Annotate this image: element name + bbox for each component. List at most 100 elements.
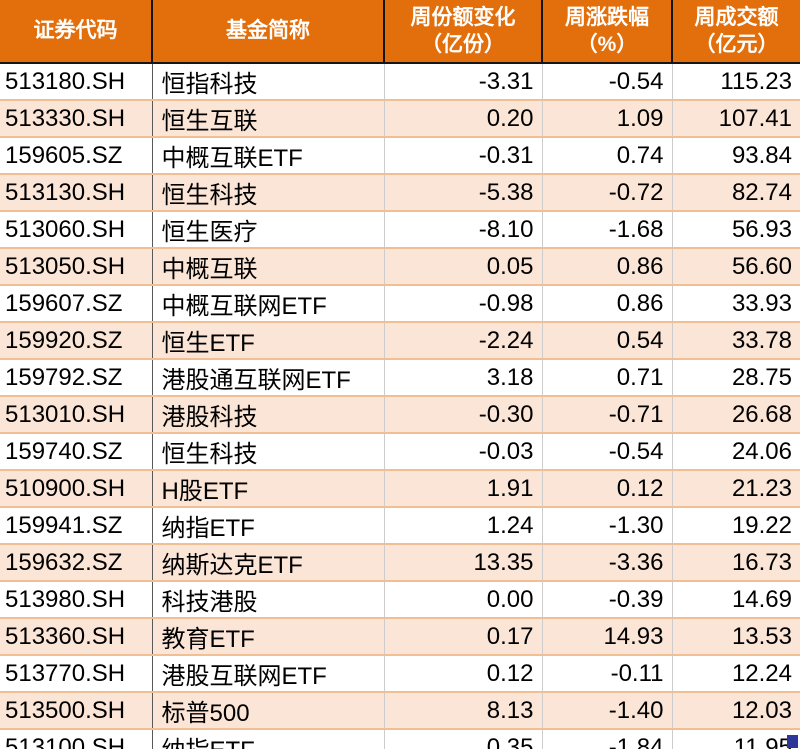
cell-fund-name[interactable]: 中概互联: [152, 248, 385, 286]
cell-change-pct[interactable]: -1.30: [542, 507, 673, 545]
cell-turnover[interactable]: 26.68: [672, 396, 800, 434]
cell-turnover[interactable]: 107.41: [672, 100, 800, 138]
cell-code[interactable]: 159605.SZ: [0, 137, 153, 175]
cell-fund-name[interactable]: 港股互联网ETF: [152, 655, 385, 693]
cell-change-pct[interactable]: -1.68: [542, 211, 673, 249]
cell-code[interactable]: 513060.SH: [0, 211, 153, 249]
table-row[interactable]: 159605.SZ 中概互联ETF -0.31 0.74 93.84: [0, 137, 800, 175]
cell-share-change[interactable]: 0.05: [384, 248, 543, 286]
cell-turnover[interactable]: 82.74: [672, 174, 800, 212]
cell-code[interactable]: 513010.SH: [0, 396, 153, 434]
cell-share-change[interactable]: -2.24: [384, 322, 543, 360]
cell-fund-name[interactable]: 中概互联ETF: [152, 137, 385, 175]
cell-share-change[interactable]: -8.10: [384, 211, 543, 249]
cell-share-change[interactable]: -0.98: [384, 285, 543, 323]
cell-code[interactable]: 159632.SZ: [0, 544, 153, 582]
cell-change-pct[interactable]: -0.71: [542, 396, 673, 434]
table-row[interactable]: 159792.SZ 港股通互联网ETF 3.18 0.71 28.75: [0, 359, 800, 397]
cell-fund-name[interactable]: 纳指ETF: [152, 507, 385, 545]
cell-share-change[interactable]: -0.30: [384, 396, 543, 434]
table-row[interactable]: 513770.SH 港股互联网ETF 0.12 -0.11 12.24: [0, 655, 800, 693]
cell-change-pct[interactable]: 14.93: [542, 618, 673, 656]
cell-code[interactable]: 513360.SH: [0, 618, 153, 656]
cell-fund-name[interactable]: 恒生ETF: [152, 322, 385, 360]
table-row[interactable]: 159607.SZ 中概互联网ETF -0.98 0.86 33.93: [0, 285, 800, 323]
cell-change-pct[interactable]: -3.36: [542, 544, 673, 582]
cell-share-change[interactable]: 0.35: [384, 729, 543, 749]
cell-fund-name[interactable]: H股ETF: [152, 470, 385, 508]
cell-turnover[interactable]: 24.06: [672, 433, 800, 471]
table-row[interactable]: 159632.SZ 纳斯达克ETF 13.35 -3.36 16.73: [0, 544, 800, 582]
cell-change-pct[interactable]: -1.40: [542, 692, 673, 730]
cell-turnover[interactable]: 33.93: [672, 285, 800, 323]
cell-share-change[interactable]: 3.18: [384, 359, 543, 397]
cell-change-pct[interactable]: -0.54: [542, 63, 673, 101]
table-row[interactable]: 513100.SH 纳指ETF 0.35 -1.84 11.95: [0, 729, 800, 749]
cell-fund-name[interactable]: 纳斯达克ETF: [152, 544, 385, 582]
cell-change-pct[interactable]: -0.11: [542, 655, 673, 693]
cell-code[interactable]: 513770.SH: [0, 655, 153, 693]
cell-change-pct[interactable]: -1.84: [542, 729, 673, 749]
table-row[interactable]: 513130.SH 恒生科技 -5.38 -0.72 82.74: [0, 174, 800, 212]
cell-share-change[interactable]: 1.24: [384, 507, 543, 545]
cell-turnover[interactable]: 14.69: [672, 581, 800, 619]
cell-turnover[interactable]: 16.73: [672, 544, 800, 582]
cell-fund-name[interactable]: 恒生科技: [152, 433, 385, 471]
cell-share-change[interactable]: 8.13: [384, 692, 543, 730]
cell-change-pct[interactable]: 1.09: [542, 100, 673, 138]
cell-code[interactable]: 159792.SZ: [0, 359, 153, 397]
cell-share-change[interactable]: -3.31: [384, 63, 543, 101]
cell-share-change[interactable]: 0.12: [384, 655, 543, 693]
cell-share-change[interactable]: 0.17: [384, 618, 543, 656]
table-row[interactable]: 513360.SH 教育ETF 0.17 14.93 13.53: [0, 618, 800, 656]
table-row[interactable]: 513500.SH 标普500 8.13 -1.40 12.03: [0, 692, 800, 730]
cell-share-change[interactable]: 1.91: [384, 470, 543, 508]
cell-fund-name[interactable]: 科技港股: [152, 581, 385, 619]
cell-code[interactable]: 159740.SZ: [0, 433, 153, 471]
cell-fund-name[interactable]: 教育ETF: [152, 618, 385, 656]
cell-change-pct[interactable]: 0.54: [542, 322, 673, 360]
cell-turnover[interactable]: 11.95: [672, 729, 800, 749]
table-row[interactable]: 513060.SH 恒生医疗 -8.10 -1.68 56.93: [0, 211, 800, 249]
cell-turnover[interactable]: 19.22: [672, 507, 800, 545]
cell-turnover[interactable]: 12.03: [672, 692, 800, 730]
cell-code[interactable]: 513130.SH: [0, 174, 153, 212]
cell-fund-name[interactable]: 标普500: [152, 692, 385, 730]
cell-turnover[interactable]: 12.24: [672, 655, 800, 693]
cell-fund-name[interactable]: 恒生科技: [152, 174, 385, 212]
cell-fund-name[interactable]: 中概互联网ETF: [152, 285, 385, 323]
cell-code[interactable]: 159607.SZ: [0, 285, 153, 323]
cell-change-pct[interactable]: 0.86: [542, 248, 673, 286]
cell-share-change[interactable]: 13.35: [384, 544, 543, 582]
cell-change-pct[interactable]: 0.74: [542, 137, 673, 175]
cell-turnover[interactable]: 115.23: [672, 63, 800, 101]
cell-fund-name[interactable]: 港股通互联网ETF: [152, 359, 385, 397]
table-row[interactable]: 513010.SH 港股科技 -0.30 -0.71 26.68: [0, 396, 800, 434]
cell-fund-name[interactable]: 恒生互联: [152, 100, 385, 138]
cell-turnover[interactable]: 93.84: [672, 137, 800, 175]
cell-fund-name[interactable]: 恒生医疗: [152, 211, 385, 249]
cell-turnover[interactable]: 56.93: [672, 211, 800, 249]
table-row[interactable]: 159740.SZ 恒生科技 -0.03 -0.54 24.06: [0, 433, 800, 471]
cell-code[interactable]: 513330.SH: [0, 100, 153, 138]
cell-share-change[interactable]: 0.20: [384, 100, 543, 138]
cell-share-change[interactable]: 0.00: [384, 581, 543, 619]
cell-turnover[interactable]: 13.53: [672, 618, 800, 656]
cell-code[interactable]: 510900.SH: [0, 470, 153, 508]
cell-code[interactable]: 159920.SZ: [0, 322, 153, 360]
cell-code[interactable]: 513100.SH: [0, 729, 153, 749]
table-row[interactable]: 159941.SZ 纳指ETF 1.24 -1.30 19.22: [0, 507, 800, 545]
table-row[interactable]: 513180.SH 恒指科技 -3.31 -0.54 115.23: [0, 63, 800, 101]
cell-fund-name[interactable]: 港股科技: [152, 396, 385, 434]
cell-turnover[interactable]: 28.75: [672, 359, 800, 397]
table-row[interactable]: 513050.SH 中概互联 0.05 0.86 56.60: [0, 248, 800, 286]
table-row[interactable]: 159920.SZ 恒生ETF -2.24 0.54 33.78: [0, 322, 800, 360]
cell-change-pct[interactable]: -0.72: [542, 174, 673, 212]
cell-change-pct[interactable]: 0.12: [542, 470, 673, 508]
cell-code[interactable]: 513180.SH: [0, 63, 153, 101]
cell-turnover[interactable]: 33.78: [672, 322, 800, 360]
selection-handle[interactable]: [787, 735, 798, 748]
cell-fund-name[interactable]: 恒指科技: [152, 63, 385, 101]
cell-change-pct[interactable]: -0.54: [542, 433, 673, 471]
cell-change-pct[interactable]: 0.86: [542, 285, 673, 323]
